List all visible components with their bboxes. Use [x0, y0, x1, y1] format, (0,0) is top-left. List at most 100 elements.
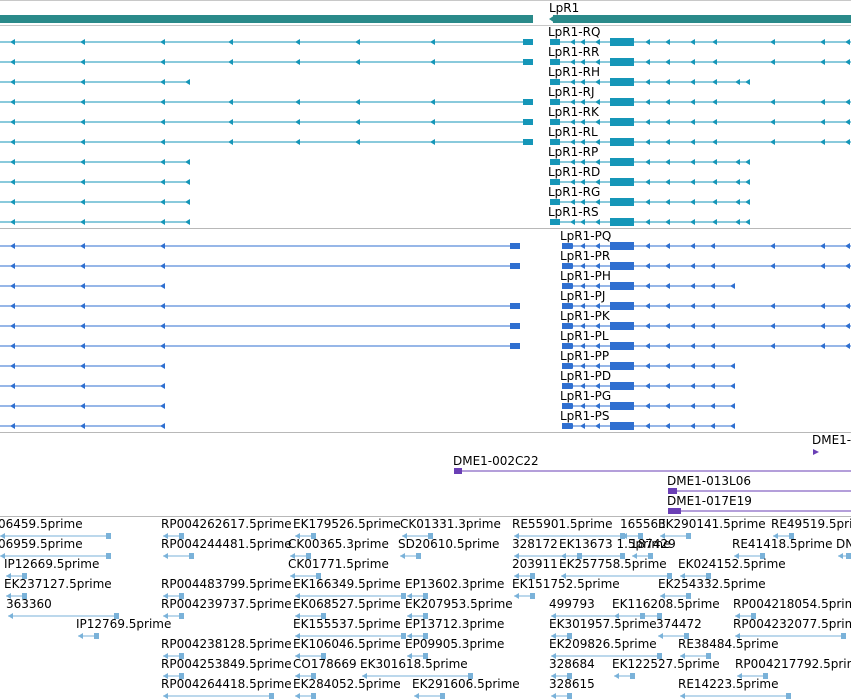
est-block[interactable]	[311, 533, 316, 539]
est-label[interactable]: 187429	[630, 537, 676, 551]
est-block[interactable]	[763, 673, 768, 679]
est-label[interactable]: RP004232077.5prime	[733, 617, 851, 631]
est-block[interactable]	[684, 633, 689, 639]
est-label[interactable]: EK106046.5prime	[293, 637, 401, 651]
transcript-label[interactable]: LpR1-PG	[560, 389, 611, 403]
est-block[interactable]	[423, 633, 428, 639]
est-label[interactable]: RP004264418.5prime	[161, 677, 292, 691]
est-feature[interactable]: EP13602.3prime	[405, 577, 504, 599]
est-label[interactable]: CK00365.3prime	[288, 537, 389, 551]
est-block[interactable]	[440, 693, 445, 699]
exon-block[interactable]	[610, 218, 634, 226]
est-feature[interactable]: EK257758.5prime	[559, 557, 672, 579]
est-feature[interactable]: RE41418.5prime	[732, 537, 833, 559]
est-label[interactable]: EP09905.3prime	[405, 637, 504, 651]
est-label[interactable]: CK01331.3prime	[400, 517, 501, 531]
est-label[interactable]: RP004238128.5prime	[161, 637, 292, 651]
est-label[interactable]: SD20610.5prime	[398, 537, 499, 551]
est-label[interactable]: 328172	[512, 537, 558, 551]
est-feature[interactable]: RE55901.5prime	[512, 517, 625, 539]
est-block[interactable]	[567, 673, 572, 679]
est-feature[interactable]: EK237127.5prime	[4, 577, 112, 599]
est-feature[interactable]: EK116208.5prime	[612, 597, 720, 619]
est-block[interactable]	[567, 693, 572, 699]
est-label[interactable]: RP004483799.5prime	[161, 577, 292, 591]
est-feature[interactable]: IP12669.5prime	[4, 557, 99, 579]
transcript-label[interactable]: LpR1-PL	[560, 329, 609, 343]
est-feature[interactable]: EK166349.5prime	[293, 577, 406, 599]
exon-block[interactable]	[610, 322, 634, 330]
est-block[interactable]	[321, 613, 326, 619]
est-block[interactable]	[106, 533, 111, 539]
est-feature[interactable]: EK207953.5prime	[405, 597, 513, 619]
transcript-label[interactable]: LpR1-PH	[560, 269, 611, 283]
est-feature[interactable]: EK179526.5prime	[293, 517, 401, 539]
est-label[interactable]: EK301957.5prime	[549, 617, 657, 631]
est-label[interactable]: EK116208.5prime	[612, 597, 720, 611]
exon-block[interactable]	[610, 138, 634, 146]
exon-block[interactable]	[550, 99, 560, 105]
est-block[interactable]	[401, 593, 406, 599]
transcript-label[interactable]: LpR1-PS	[560, 409, 609, 423]
est-label[interactable]: EK301618.5prime	[360, 657, 468, 671]
clone-label[interactable]: DME1-017E19	[667, 494, 752, 508]
transcript-row[interactable]: LpR1-RK	[0, 105, 851, 126]
exon-block[interactable]	[610, 402, 634, 410]
transcript-label[interactable]: LpR1-RP	[548, 145, 598, 159]
exon-block[interactable]	[550, 119, 560, 125]
exon-block[interactable]	[523, 119, 533, 125]
exon-block[interactable]	[610, 38, 634, 46]
transcript-row[interactable]: LpR1-PR	[0, 249, 851, 270]
est-label[interactable]: EK254332.5prime	[658, 577, 766, 591]
est-feature[interactable]: RP004238128.5prime	[161, 637, 292, 659]
exon-block[interactable]	[610, 382, 634, 390]
est-block[interactable]	[567, 633, 572, 639]
est-feature[interactable]: RP004239737.5prime	[161, 597, 292, 619]
est-block[interactable]	[179, 533, 184, 539]
clone-label[interactable]: DME1-013L06	[667, 474, 751, 488]
est-label[interactable]: EK122527.5prime	[612, 657, 720, 671]
est-block[interactable]	[530, 593, 535, 599]
est-label[interactable]: 06959.5prime	[0, 537, 83, 551]
transcript-label[interactable]: LpR1-PD	[560, 369, 611, 383]
exon-block[interactable]	[510, 243, 520, 249]
exon-block[interactable]	[610, 98, 634, 106]
est-feature[interactable]: EK291606.5prime	[412, 677, 520, 699]
est-label[interactable]: CK01771.5prime	[288, 557, 389, 571]
est-feature[interactable]: EK254332.5prime	[658, 577, 766, 599]
transcript-label[interactable]: LpR1-RH	[548, 65, 600, 79]
exon-block[interactable]	[550, 179, 560, 185]
transcript-label[interactable]: LpR1-PJ	[560, 289, 605, 303]
est-feature[interactable]: 203911	[512, 557, 558, 579]
est-label[interactable]: EK290141.5prime	[658, 517, 766, 531]
est-block[interactable]	[114, 613, 119, 619]
est-feature[interactable]: RP004253849.5prime	[161, 657, 292, 679]
clone-block[interactable]	[668, 508, 681, 514]
est-block[interactable]	[269, 693, 274, 699]
exon-block[interactable]	[510, 303, 520, 309]
exon-block[interactable]	[562, 363, 572, 369]
transcript-label[interactable]: LpR1-RJ	[548, 85, 594, 99]
est-block[interactable]	[640, 613, 645, 619]
exon-block[interactable]	[610, 58, 634, 66]
gene-bar-left[interactable]	[0, 15, 533, 23]
est-block[interactable]	[577, 553, 582, 559]
est-block[interactable]	[468, 673, 473, 679]
exon-block[interactable]	[562, 303, 572, 309]
est-feature[interactable]: RP004264418.5prime	[161, 677, 292, 699]
exon-block[interactable]	[562, 423, 572, 429]
exon-block[interactable]	[610, 362, 634, 370]
est-label[interactable]: EK155537.5prime	[293, 617, 401, 631]
est-label[interactable]: EK068527.5prime	[293, 597, 401, 611]
est-block[interactable]	[620, 553, 625, 559]
exon-block[interactable]	[550, 159, 560, 165]
est-feature[interactable]: 06459.5prime	[0, 517, 111, 539]
exon-block[interactable]	[510, 343, 520, 349]
exon-block[interactable]	[610, 198, 634, 206]
transcript-label[interactable]: LpR1-RL	[548, 125, 598, 139]
transcript-label[interactable]: LpR1-RG	[548, 185, 600, 199]
est-feature[interactable]: RP004262617.5prime	[161, 517, 292, 539]
est-label[interactable]: 06459.5prime	[0, 517, 83, 531]
est-label[interactable]: EK207953.5prime	[405, 597, 513, 611]
est-label[interactable]: 363360	[6, 597, 52, 611]
